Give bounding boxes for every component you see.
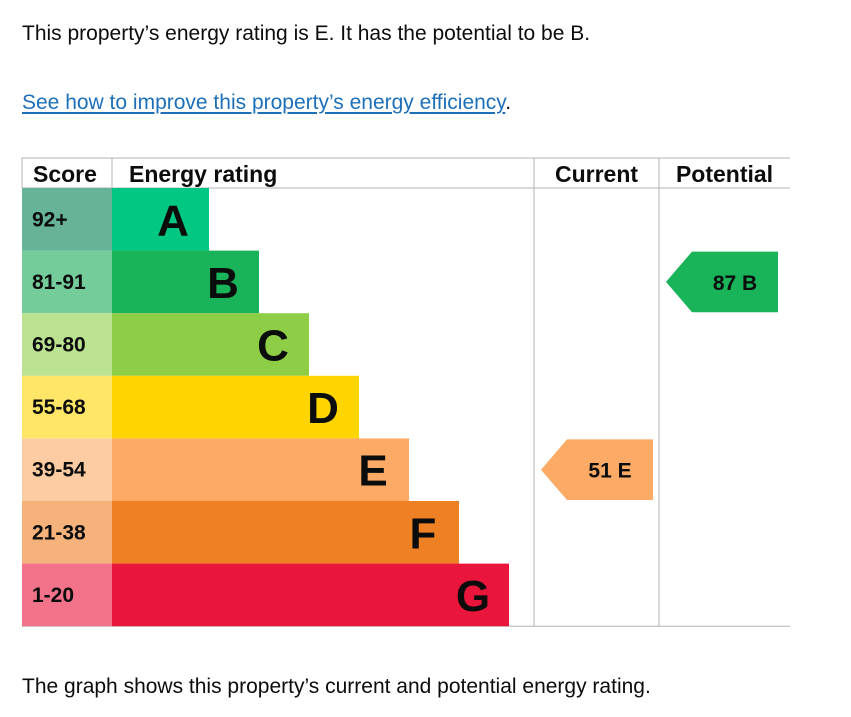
band-e-score-cell — [22, 438, 112, 501]
band-a-letter: A — [157, 196, 189, 245]
band-b-score: 81-91 — [32, 271, 86, 294]
band-c-letter: C — [257, 322, 289, 371]
header-score: Score — [33, 161, 97, 187]
band-g-bar — [112, 563, 509, 627]
band-c-score: 69-80 — [32, 334, 86, 357]
potential-rating-arrow — [666, 251, 778, 313]
header-current: Current — [555, 161, 638, 187]
band-b-letter: B — [207, 259, 239, 308]
band-f-score: 21-38 — [32, 521, 86, 544]
potential-rating-label: 87 B — [713, 272, 757, 295]
improve-efficiency-line: See how to improve this property’s energ… — [22, 91, 511, 115]
band-b-score-cell — [22, 250, 112, 314]
band-f-score-cell — [22, 501, 112, 564]
rating-summary-text: This property’s energy rating is E. It h… — [22, 22, 591, 45]
band-b-bar — [112, 250, 259, 314]
improve-efficiency-link[interactable]: See how to improve this property’s energ… — [22, 91, 506, 114]
current-rating-arrow — [541, 439, 653, 500]
band-d-score-cell — [22, 375, 112, 439]
link-suffix: . — [505, 91, 512, 114]
band-g-letter: G — [456, 572, 490, 621]
band-a-score-cell — [22, 188, 112, 251]
band-a-score: 92+ — [32, 208, 68, 231]
band-c-bar — [112, 313, 309, 376]
header-potential: Potential — [676, 161, 773, 187]
band-g-score: 1-20 — [32, 584, 74, 607]
band-g-score-cell — [22, 563, 112, 627]
band-f-letter: F — [410, 509, 437, 558]
band-e-bar — [112, 438, 409, 501]
header-energy-rating: Energy rating — [129, 161, 277, 187]
band-c-score-cell — [22, 313, 112, 376]
band-d-bar — [112, 375, 359, 439]
band-f-bar — [112, 501, 459, 564]
band-a-bar — [112, 188, 209, 251]
band-e-score: 39-54 — [32, 459, 86, 482]
graph-description-text: The graph shows this property’s current … — [22, 675, 651, 698]
band-d-letter: D — [307, 384, 339, 433]
band-e-letter: E — [358, 447, 387, 496]
current-rating-label: 51 E — [588, 460, 631, 483]
band-d-score: 55-68 — [32, 396, 86, 419]
